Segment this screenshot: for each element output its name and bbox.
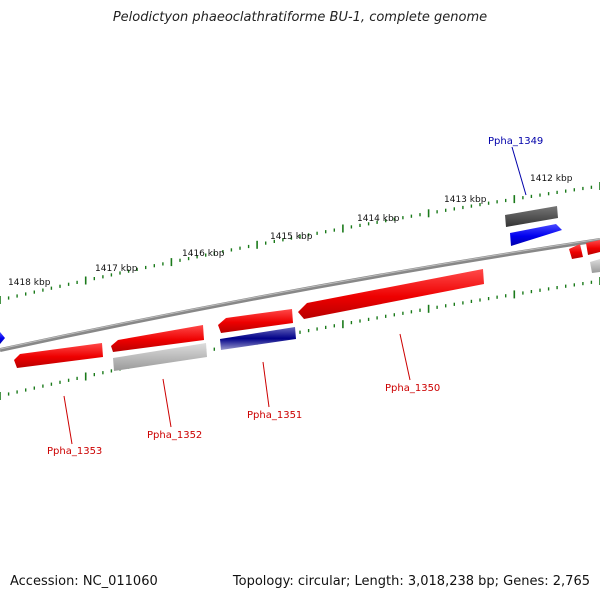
kbp-label-1416: 1416 kbp [182,249,225,259]
kbp-label-1415: 1415 kbp [270,232,313,242]
gene-1349-gray-bar[interactable] [505,206,558,227]
genome-map: 1412 kbp 1413 kbp 1414 kbp 1415 kbp 1416… [0,0,600,600]
leader-1350 [400,334,410,380]
kbp-label-1413: 1413 kbp [444,195,487,205]
leader-1349 [512,147,526,195]
gene-left-edge-blue[interactable] [0,332,5,344]
inner-tick-marks [0,277,600,400]
leader-1352 [163,379,171,427]
gene-right-edge-gray[interactable] [590,259,600,273]
gene-label-ppha-1350[interactable]: Ppha_1350 [385,383,440,394]
topology-text: Topology: circular; Length: 3,018,238 bp… [233,574,590,589]
kbp-label-1418: 1418 kbp [8,278,51,288]
kbp-label-1417: 1417 kbp [95,264,138,274]
gene-label-ppha-1351[interactable]: Ppha_1351 [247,410,302,421]
gene-label-ppha-1353[interactable]: Ppha_1353 [47,446,102,457]
kbp-label-1412: 1412 kbp [530,174,573,184]
gene-label-ppha-1352[interactable]: Ppha_1352 [147,430,202,441]
kbp-label-1414: 1414 kbp [357,214,400,224]
outer-tick-marks [0,182,600,304]
leader-1353 [64,396,72,444]
gene-1350-arrow[interactable] [298,269,484,319]
gene-1349-arrow[interactable] [510,224,562,246]
gene-1353-arrow[interactable] [14,343,103,368]
leader-1351 [263,362,269,407]
accession-text: Accession: NC_011060 [10,574,158,589]
gene-label-ppha-1349[interactable]: Ppha_1349 [488,136,543,147]
